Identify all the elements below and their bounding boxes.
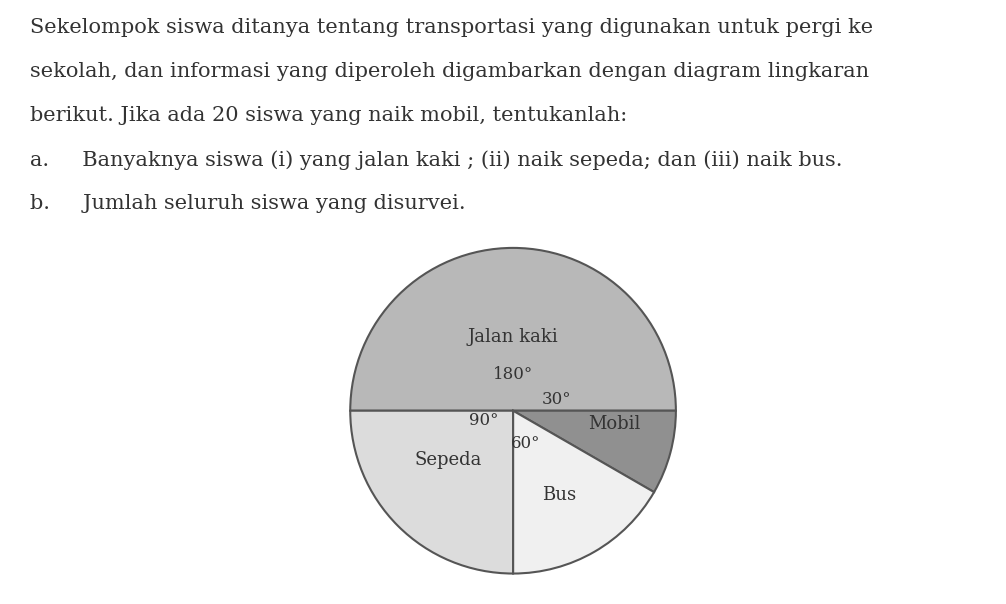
Wedge shape	[513, 411, 676, 492]
Text: 180°: 180°	[493, 367, 533, 384]
Wedge shape	[350, 248, 676, 411]
Text: Sepeda: Sepeda	[414, 451, 482, 469]
Text: b.     Jumlah seluruh siswa yang disurvei.: b. Jumlah seluruh siswa yang disurvei.	[30, 194, 466, 213]
Text: sekolah, dan informasi yang diperoleh digambarkan dengan diagram lingkaran: sekolah, dan informasi yang diperoleh di…	[30, 62, 869, 81]
Wedge shape	[513, 411, 654, 574]
Text: 60°: 60°	[511, 435, 541, 452]
Text: 30°: 30°	[542, 391, 571, 408]
Text: Bus: Bus	[541, 486, 575, 504]
Text: Mobil: Mobil	[588, 415, 640, 432]
Text: Sekelompok siswa ditanya tentang transportasi yang digunakan untuk pergi ke: Sekelompok siswa ditanya tentang transpo…	[30, 18, 873, 37]
Text: berikut. Jika ada 20 siswa yang naik mobil, tentukanlah:: berikut. Jika ada 20 siswa yang naik mob…	[30, 106, 628, 125]
Text: Jalan kaki: Jalan kaki	[468, 329, 558, 347]
Wedge shape	[350, 411, 513, 574]
Text: 90°: 90°	[469, 412, 499, 429]
Text: a.     Banyaknya siswa (i) yang jalan kaki ; (ii) naik sepeda; dan (iii) naik bu: a. Banyaknya siswa (i) yang jalan kaki ;…	[30, 150, 843, 170]
